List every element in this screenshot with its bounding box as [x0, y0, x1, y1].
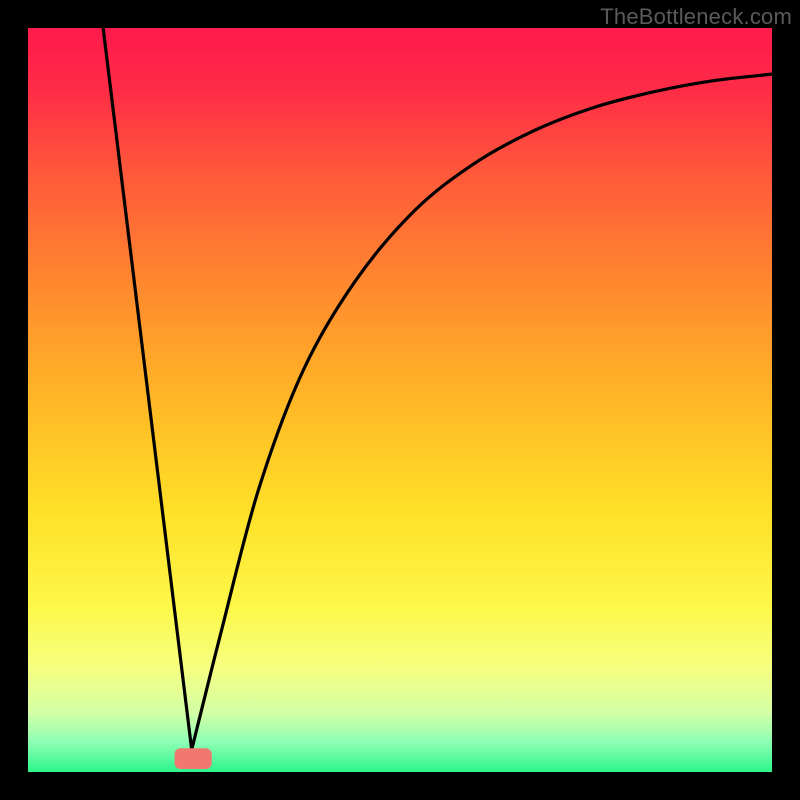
gradient-chart	[0, 0, 800, 800]
chart-container: TheBottleneck.com	[0, 0, 800, 800]
watermark-text: TheBottleneck.com	[600, 4, 792, 30]
plot-gradient-background	[28, 28, 772, 772]
optimum-marker	[175, 748, 212, 769]
